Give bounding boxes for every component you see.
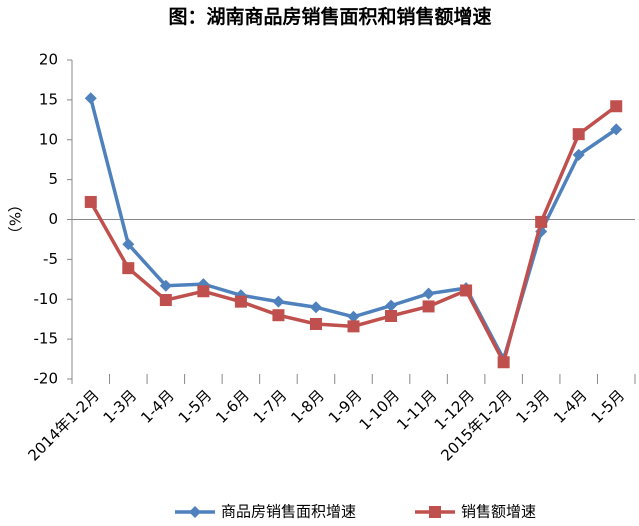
marker [572, 128, 585, 141]
marker [84, 92, 97, 105]
marker [272, 295, 285, 308]
marker [122, 238, 135, 251]
y-axis-label: （%） [6, 197, 24, 241]
y-tick-label: 0 [48, 210, 58, 228]
x-tick-label: 1-7月 [250, 386, 291, 427]
marker [347, 320, 360, 333]
x-tick-label: 1-3月 [513, 386, 554, 427]
x-tick-label: 1-8月 [287, 386, 328, 427]
marker [429, 506, 441, 518]
x-tick-label: 1-5月 [175, 386, 216, 427]
x-tick-label: 1-4月 [550, 386, 591, 427]
marker [497, 356, 510, 369]
x-tick-label: 1-10月 [356, 386, 403, 433]
marker [84, 195, 97, 208]
legend-label: 销售额增速 [461, 503, 536, 521]
y-tick-label: -10 [34, 290, 59, 308]
x-tick-label: 1-4月 [137, 386, 178, 427]
y-tick-label: -15 [34, 330, 59, 348]
marker [422, 300, 435, 313]
marker [122, 262, 135, 275]
marker [272, 309, 285, 322]
x-tick-label: 1-3月 [100, 386, 141, 427]
y-tick-label: 15 [39, 90, 58, 108]
marker [610, 100, 623, 113]
marker [460, 284, 473, 297]
marker [385, 309, 398, 322]
x-tick-label: 1-11月 [393, 386, 440, 433]
marker [572, 148, 585, 161]
chart-title: 图：湖南商品房销售面积和销售额增速 [168, 5, 491, 28]
marker [385, 299, 398, 312]
marker [197, 285, 210, 298]
marker [535, 215, 548, 228]
marker [159, 279, 172, 292]
marker [347, 310, 360, 323]
marker [610, 123, 623, 136]
marker [309, 317, 322, 330]
x-tick-label: 1-5月 [588, 386, 629, 427]
marker [189, 506, 201, 518]
y-tick-label: 10 [39, 130, 58, 148]
x-tick-label: 1-6月 [212, 386, 253, 427]
marker [234, 295, 247, 308]
marker [159, 294, 172, 307]
y-tick-label: 5 [48, 170, 58, 188]
x-tick-label: 2014年1-2月 [25, 386, 103, 464]
y-tick-label: -5 [43, 250, 58, 268]
marker [422, 287, 435, 300]
y-tick-label: 20 [39, 51, 58, 69]
y-tick-label: -20 [34, 370, 59, 388]
marker [309, 301, 322, 314]
legend-label: 商品房销售面积增速 [221, 503, 356, 521]
